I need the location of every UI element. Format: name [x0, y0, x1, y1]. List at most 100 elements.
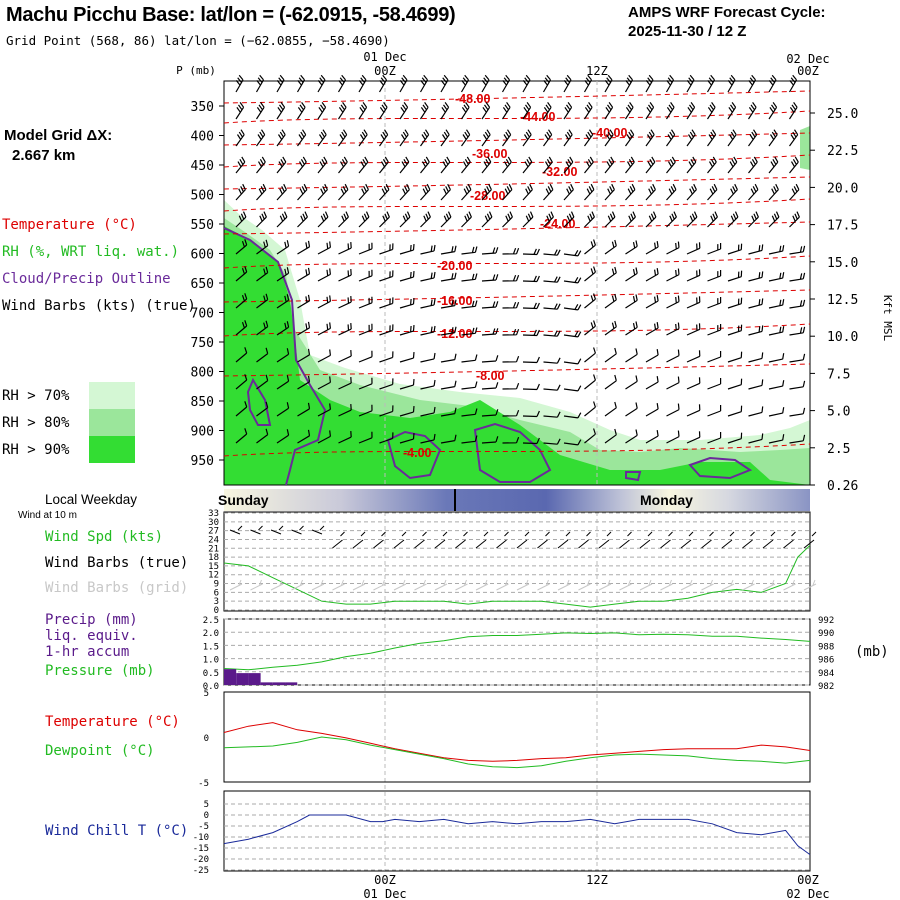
wind-barb [440, 326, 457, 336]
wind-barb [461, 183, 472, 201]
wind-barb [543, 249, 561, 256]
surface-wind-barb [352, 531, 366, 549]
wind-barb [420, 244, 436, 255]
bottom-time-1: 00Z [374, 873, 396, 887]
weekday-monday: Monday [640, 492, 693, 508]
precip-bar [224, 669, 237, 685]
wind-barb [297, 375, 311, 390]
legend-rh80-swatch [89, 409, 135, 436]
wind-barb [747, 74, 757, 93]
wind-barb [563, 211, 575, 228]
wind-barb [563, 331, 582, 338]
wind-barb [276, 402, 290, 417]
wind-barb [481, 211, 493, 228]
model-grid-label: Model Grid ΔX: [4, 127, 113, 144]
grid-wind-barb [373, 579, 386, 591]
temperature-contour [223, 363, 811, 377]
wind-barb [379, 324, 394, 336]
temp-tick-label: 5 [204, 689, 209, 699]
wind-barb [543, 411, 561, 418]
wind-barb [420, 379, 436, 390]
grid-wind-barb [250, 579, 263, 591]
wind-barb [584, 401, 596, 417]
wind-barb [338, 156, 348, 174]
pressure-tick-right: 990 [818, 629, 834, 639]
wind-barb [625, 129, 635, 147]
wind-barb [666, 129, 676, 147]
temperature-line [223, 722, 811, 762]
wind-barb [461, 156, 471, 174]
wind-barb [727, 243, 743, 255]
wind-barb [379, 270, 394, 282]
wind-barb [604, 74, 613, 93]
temperature-contour-label: -32.00 [542, 165, 577, 179]
wind-barb [625, 429, 638, 444]
wind-barb [420, 211, 431, 228]
wind-barb [707, 211, 718, 228]
wind-barb [399, 211, 411, 228]
wind-barb [768, 245, 785, 255]
wind-barb [748, 298, 764, 309]
wind-barb [727, 351, 743, 363]
wind-barb [461, 408, 478, 417]
wind-barb [297, 294, 311, 309]
surface-wind-barb [578, 531, 591, 549]
wind-barb [502, 436, 520, 444]
pressure-tick-label: 450 [191, 159, 214, 174]
wind-barb [256, 401, 269, 417]
wind-barb [420, 325, 436, 336]
wind-barb [276, 240, 290, 255]
wind-10m-label: Wind at 10 m [18, 510, 77, 521]
wind-barb [748, 433, 764, 444]
temperature-contour-label: -28.00 [470, 189, 505, 203]
surface-wind-barb [311, 525, 325, 535]
surface-wind-barb [619, 531, 632, 549]
wind-barb [440, 245, 457, 255]
time-gridlines [384, 81, 598, 870]
grid-wind-barb [762, 579, 776, 591]
wind-barb [543, 129, 553, 147]
wind-barb [604, 239, 617, 255]
wind-barb [235, 401, 248, 417]
windchill-tick-label: 5 [204, 800, 209, 810]
precip-tick-left: 2.5 [203, 616, 219, 626]
wind-barb [235, 129, 245, 147]
wind-barb [748, 325, 764, 336]
wind-barb [666, 403, 680, 417]
wind-barb [461, 435, 478, 444]
grid-wind-barb [660, 579, 673, 591]
wind-barb [317, 295, 331, 309]
wind-barb [337, 74, 347, 93]
precip-tick-left: 1.0 [203, 656, 219, 666]
wind-barb [645, 295, 659, 309]
label-pressure: Pressure (mb) [45, 663, 155, 679]
temperature-panel-frame [223, 691, 811, 783]
surface-wind-barbs [229, 525, 817, 549]
surface-wind-barb [557, 531, 571, 549]
label-wind-chill: Wind Chill T (°C) [45, 823, 189, 839]
wind-barb [645, 268, 659, 282]
wind-barb [440, 272, 457, 282]
wind-barb [399, 102, 409, 120]
wind-barb [256, 211, 267, 228]
wind-barb [604, 156, 615, 174]
wind-barb [502, 355, 520, 363]
wind-barb [789, 326, 806, 336]
wind-barb [625, 375, 638, 390]
wind-barb [748, 244, 764, 255]
wind-barb [768, 74, 777, 93]
main-dynamic: 350 400 450 500 550 600 650 700 750 800 850 900 950 2… [191, 74, 858, 494]
height-tick-label: 17.5 [827, 219, 858, 234]
legend-wind-barbs: Wind Barbs (kts) (true) [2, 298, 196, 314]
pressure-tick-label: 350 [191, 100, 214, 115]
wind-barb [235, 211, 247, 228]
wind-barb [727, 378, 743, 390]
wind-barb [297, 129, 307, 147]
wind-barb [399, 406, 415, 417]
wind-barb [748, 271, 764, 282]
windchill-tick-label: 0 [204, 811, 209, 821]
wind-barb [625, 267, 638, 282]
wind-barb [625, 321, 638, 336]
wind-barb [276, 74, 285, 93]
